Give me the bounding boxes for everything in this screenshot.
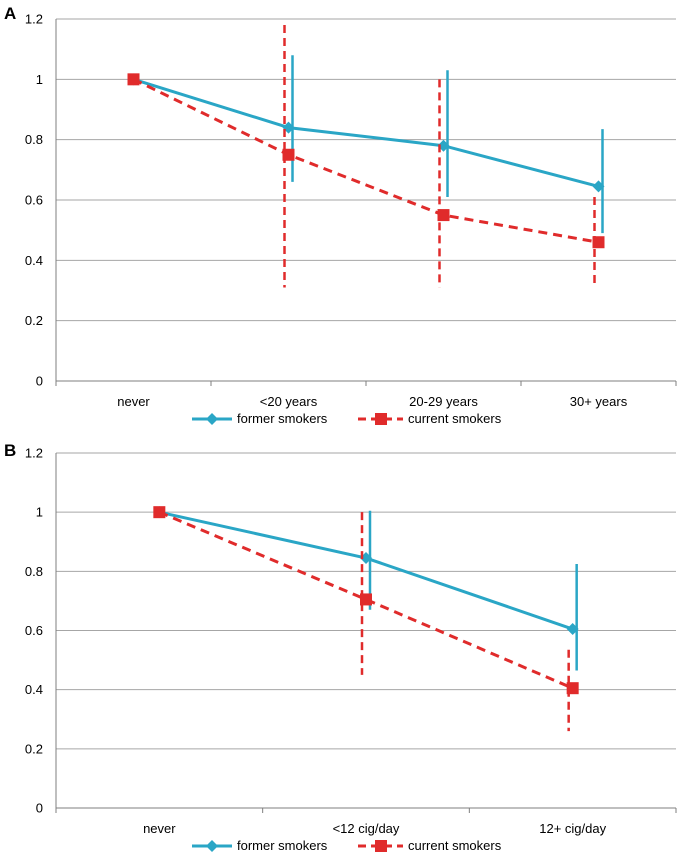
series-former bbox=[153, 506, 579, 671]
x-tick-label: never bbox=[143, 821, 176, 836]
series-former bbox=[127, 55, 605, 234]
panel-label: A bbox=[4, 4, 16, 23]
data-point bbox=[566, 682, 579, 695]
legend-marker-current bbox=[375, 840, 387, 852]
x-tick-label: <12 cig/day bbox=[333, 821, 400, 836]
y-tick-label: 0.2 bbox=[25, 313, 43, 328]
y-tick-label: 0.6 bbox=[25, 623, 43, 638]
y-tick-label: 0.8 bbox=[25, 132, 43, 147]
legend-label-current: current smokers bbox=[408, 411, 502, 426]
legend-marker-former bbox=[206, 413, 218, 425]
y-tick-label: 1 bbox=[36, 505, 43, 520]
y-tick-label: 1.2 bbox=[25, 446, 43, 461]
x-tick-label: 20-29 years bbox=[409, 394, 478, 409]
legend-label-former: former smokers bbox=[237, 838, 328, 853]
y-tick-label: 1 bbox=[36, 72, 43, 87]
data-point bbox=[282, 148, 295, 161]
x-tick-label: <20 years bbox=[260, 394, 318, 409]
data-point bbox=[282, 121, 295, 134]
legend-label-current: current smokers bbox=[408, 838, 502, 853]
x-tick-label: never bbox=[117, 394, 150, 409]
legend-marker-former bbox=[206, 840, 218, 852]
series-current bbox=[153, 506, 579, 732]
legend: former smokers current smokers bbox=[192, 838, 502, 853]
y-tick-label: 0 bbox=[36, 374, 43, 389]
data-point bbox=[592, 180, 605, 193]
y-tick-label: 0.8 bbox=[25, 564, 43, 579]
series-current bbox=[127, 25, 605, 288]
panel-label: B bbox=[4, 441, 16, 460]
x-tick-label: 30+ years bbox=[570, 394, 628, 409]
data-point bbox=[566, 623, 579, 636]
series-line bbox=[132, 77, 599, 244]
series-line bbox=[133, 77, 599, 188]
data-point bbox=[153, 506, 166, 519]
panel-b: B 0 0.2 0.4 0.6 0.8 1 1.2 never <12 cig/day 12+ ci… bbox=[4, 441, 677, 853]
y-tick-label: 0.2 bbox=[25, 741, 43, 756]
y-tick-label: 0.4 bbox=[25, 253, 43, 268]
legend: former smokers current smokers bbox=[192, 411, 502, 426]
y-tick-label: 0.6 bbox=[25, 193, 43, 208]
data-point bbox=[592, 236, 605, 249]
series-line bbox=[159, 510, 574, 631]
legend-marker-current bbox=[375, 413, 387, 425]
y-tick-label: 0 bbox=[36, 801, 43, 816]
x-tick-label: 12+ cig/day bbox=[539, 821, 606, 836]
data-point bbox=[360, 593, 372, 606]
data-point bbox=[127, 73, 140, 86]
y-tick-label: 1.2 bbox=[25, 12, 43, 27]
data-point bbox=[437, 209, 450, 222]
panel-a: A 0 0.2 0.4 0.6 0.8 1 1.2 never <20 years 20-29 ye… bbox=[4, 4, 677, 426]
y-tick-label: 0.4 bbox=[25, 682, 43, 697]
legend-label-former: former smokers bbox=[237, 411, 328, 426]
